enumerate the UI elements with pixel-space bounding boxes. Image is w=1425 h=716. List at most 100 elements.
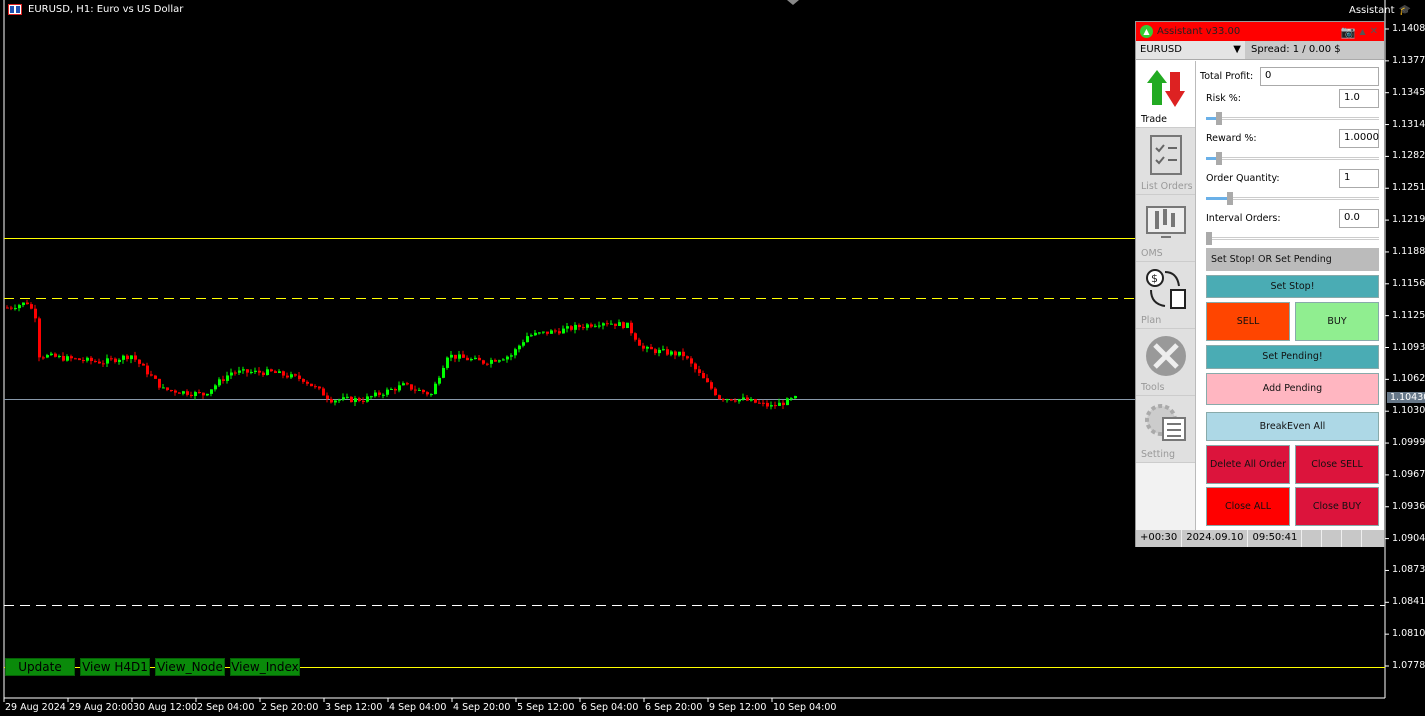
candle <box>418 387 421 391</box>
sell-button[interactable]: SELL <box>1206 302 1290 341</box>
candle-body <box>370 396 373 398</box>
candle-body <box>38 318 41 358</box>
breakeven-all-button[interactable]: BreakEven All <box>1206 412 1379 441</box>
risk-slider[interactable] <box>1206 112 1379 125</box>
view-index-button[interactable]: View_Index <box>230 658 300 676</box>
camera-icon[interactable]: 📷 <box>1340 24 1356 39</box>
candle <box>602 322 605 330</box>
candle-body <box>662 349 665 351</box>
candle-body <box>166 387 169 391</box>
delete-all-order-button[interactable]: Delete All Order <box>1206 445 1290 484</box>
tab-list-orders[interactable]: List Orders <box>1136 128 1195 195</box>
close-sell-button[interactable]: Close SELL <box>1295 445 1379 484</box>
set-pending-button[interactable]: Set Pending! <box>1206 345 1379 369</box>
update-button[interactable]: Update <box>5 658 75 676</box>
slider-thumb[interactable] <box>1226 192 1233 205</box>
candle <box>702 370 705 379</box>
order-quantity-slider[interactable] <box>1206 192 1379 205</box>
candle-body <box>238 370 241 373</box>
graduation-cap-icon: 🎓 <box>1398 5 1411 16</box>
candle <box>390 387 393 390</box>
candle <box>146 362 149 378</box>
tab-tools[interactable]: Tools <box>1136 329 1195 396</box>
candle-body <box>738 399 741 402</box>
assistant-panel: ▲ Assistant v33.00 📷 ▲ ✕ EURUSD ▼ Spread:… <box>1135 21 1385 547</box>
minimize-icon[interactable]: ▲ <box>1359 27 1366 36</box>
chart-shift-marker[interactable] <box>787 0 799 5</box>
price-axis-label: 1.08100 <box>1392 628 1425 640</box>
candle <box>542 331 545 335</box>
candle <box>78 358 81 361</box>
candle <box>26 299 29 305</box>
symbol-select[interactable]: EURUSD ▼ <box>1136 41 1245 59</box>
assistant-indicator[interactable]: Assistant 🎓 <box>1349 5 1411 16</box>
candle <box>170 389 173 392</box>
candle <box>6 305 9 309</box>
slider-thumb[interactable] <box>1216 112 1223 125</box>
interval-orders-slider[interactable] <box>1206 232 1379 245</box>
view-h4d1-button[interactable]: View H4D1 <box>80 658 150 676</box>
close-all-button[interactable]: Close ALL <box>1206 487 1290 526</box>
candle <box>422 389 425 395</box>
candle-body <box>794 396 797 399</box>
close-buy-button[interactable]: Close BUY <box>1295 487 1379 526</box>
tab-plan[interactable]: $ Plan <box>1136 262 1195 329</box>
buy-button[interactable]: BUY <box>1295 302 1379 341</box>
candle <box>678 351 681 357</box>
candle-body <box>462 354 465 358</box>
candle-body <box>70 356 73 359</box>
candle <box>714 387 717 397</box>
candle-body <box>338 399 341 401</box>
slider-thumb[interactable] <box>1206 232 1212 245</box>
reward-field[interactable]: 1.0000 <box>1339 129 1379 148</box>
candle <box>114 357 117 364</box>
panel-title-bar[interactable]: ▲ Assistant v33.00 📷 ▲ ✕ <box>1136 22 1384 41</box>
price-axis-label: 1.13455 <box>1392 86 1425 98</box>
candle <box>666 346 669 356</box>
close-icon[interactable]: ✕ <box>1369 26 1378 37</box>
add-pending-button[interactable]: Add Pending <box>1206 373 1379 405</box>
candle-body <box>278 371 281 373</box>
candle <box>262 371 265 377</box>
candle <box>622 321 625 330</box>
candle <box>130 355 133 364</box>
candle <box>266 366 269 376</box>
view-node-button[interactable]: View_Node <box>155 658 225 676</box>
checklist-icon <box>1150 135 1182 175</box>
candle-body <box>434 383 437 395</box>
candle <box>490 357 493 368</box>
tab-trade[interactable]: Trade <box>1136 61 1195 128</box>
tab-oms[interactable]: OMS <box>1136 195 1195 262</box>
order-quantity-field[interactable]: 1 <box>1339 169 1379 188</box>
candle-body <box>674 351 677 356</box>
candle-body <box>162 387 165 389</box>
candle-body <box>322 388 325 396</box>
slider-thumb[interactable] <box>1216 152 1223 165</box>
reward-slider[interactable] <box>1206 152 1379 165</box>
candle <box>22 302 25 308</box>
status-cell <box>1302 530 1323 547</box>
candle <box>730 398 733 402</box>
buy-sell-arrows-icon <box>1147 70 1185 107</box>
candle-body <box>486 363 489 365</box>
candle-body <box>426 392 429 395</box>
mode-toggle-button[interactable]: Set Stop! OR Set Pending <box>1206 248 1379 271</box>
total-profit-field[interactable]: 0 <box>1260 67 1379 86</box>
candle-body <box>30 304 33 309</box>
set-stop-button[interactable]: Set Stop! <box>1206 275 1379 298</box>
candle <box>30 302 33 310</box>
candle <box>154 374 157 380</box>
candle <box>590 322 593 329</box>
time-axis-label: 29 Aug 20:00 <box>69 702 134 713</box>
interval-orders-field[interactable]: 0.0 <box>1339 209 1379 228</box>
candle <box>106 354 109 368</box>
panel-title: Assistant v33.00 <box>1157 26 1241 37</box>
tab-setting[interactable]: Setting <box>1136 396 1195 463</box>
candle <box>38 316 41 362</box>
risk-field[interactable]: 1.0 <box>1339 89 1379 108</box>
candle <box>670 350 673 357</box>
candle-body <box>310 383 313 387</box>
candle <box>174 389 177 396</box>
candle <box>794 395 797 400</box>
